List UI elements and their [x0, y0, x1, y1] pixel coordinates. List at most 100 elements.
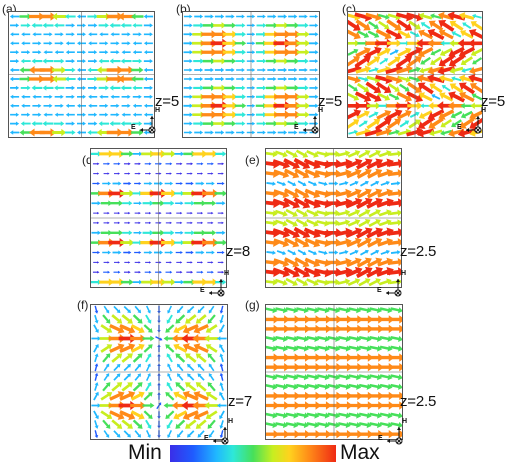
field-arrow: [275, 421, 288, 429]
field-arrow: [207, 261, 214, 264]
field-arrow: [65, 50, 75, 55]
field-arrow: [387, 169, 401, 178]
field-arrow: [120, 189, 135, 197]
field-arrow: [386, 101, 403, 110]
field-arrow: [459, 82, 476, 95]
field-arrow: [276, 181, 287, 187]
field-arrow: [43, 41, 53, 46]
field-arrow: [52, 12, 67, 21]
field-plot: [90, 304, 228, 440]
field-arrow: [460, 110, 473, 119]
field-arrow: [176, 363, 184, 372]
field-arrow: [208, 363, 215, 372]
field-arrow: [103, 211, 110, 215]
field-arrow: [99, 112, 109, 117]
field-arrow: [143, 181, 153, 186]
field-arrow: [309, 94, 319, 99]
field-arrow: [194, 76, 204, 82]
field-arrow: [108, 188, 126, 198]
field-arrow: [367, 362, 384, 372]
field-arrow: [235, 23, 246, 28]
field-arrow: [133, 201, 142, 206]
field-arrow: [468, 38, 482, 48]
field-arrow: [32, 41, 42, 46]
field-arrow: [358, 219, 371, 228]
field-arrow: [87, 23, 98, 28]
field-arrow: [295, 277, 309, 286]
field-arrow: [132, 382, 143, 392]
field-arrow: [347, 150, 361, 158]
field-arrow: [257, 14, 266, 19]
field-arrow: [202, 84, 216, 92]
field-arrow: [143, 112, 153, 117]
field-arrow: [173, 410, 188, 420]
field-arrow: [357, 76, 369, 82]
field-arrow: [183, 77, 193, 81]
field-arrow: [130, 410, 145, 420]
field-arrow: [337, 278, 351, 285]
field-arrow: [197, 363, 205, 372]
field-arrow: [390, 250, 401, 255]
vector-field: [348, 12, 482, 137]
field-arrow: [378, 278, 392, 286]
field-arrow: [285, 383, 299, 390]
field-arrow: [366, 118, 381, 130]
field-arrow: [87, 67, 99, 73]
field-arrow: [123, 181, 132, 186]
field-arrow: [285, 307, 299, 314]
field-arrow: [176, 373, 184, 381]
field-arrow: [348, 374, 362, 381]
field-arrow: [390, 307, 402, 314]
field-arrow: [131, 66, 144, 74]
field-arrow: [103, 221, 110, 225]
field-arrow: [216, 201, 226, 206]
field-arrow: [437, 12, 455, 21]
field-arrow: [42, 120, 54, 127]
field-arrow: [29, 74, 45, 84]
field-arrow: [309, 14, 319, 19]
field-arrow: [420, 22, 431, 30]
vector-field: [9, 12, 154, 137]
field-arrow: [236, 14, 245, 19]
field-arrow: [166, 353, 173, 363]
field-arrow: [430, 56, 442, 65]
field-arrow: [234, 40, 247, 47]
field-arrow: [145, 211, 152, 215]
field-arrow: [274, 278, 288, 286]
field-arrow: [52, 128, 67, 137]
field-arrow: [93, 324, 99, 334]
field-arrow: [145, 363, 151, 372]
field-arrow: [377, 92, 391, 101]
field-arrow: [145, 382, 152, 392]
field-arrow: [21, 94, 31, 99]
field-arrow: [143, 67, 154, 73]
field-arrow: [356, 82, 370, 92]
field-arrow: [296, 111, 310, 118]
field-arrow: [304, 429, 322, 439]
field-arrow: [217, 221, 224, 225]
field-arrow: [183, 14, 193, 19]
field-arrow: [460, 30, 474, 39]
field-arrow: [379, 335, 393, 342]
field-arrow: [468, 28, 482, 40]
field-arrow: [346, 315, 364, 324]
field-arrow: [217, 162, 225, 166]
field-arrow: [307, 249, 318, 256]
field-arrow: [193, 324, 209, 334]
field-arrow: [437, 65, 455, 76]
z-label: z=2.5: [400, 243, 437, 260]
field-arrow: [470, 83, 482, 94]
field-arrow: [65, 23, 76, 28]
field-arrow: [19, 13, 32, 20]
field-arrow: [273, 324, 290, 334]
field-arrow: [285, 208, 298, 217]
field-arrow: [306, 421, 320, 429]
field-arrow: [182, 390, 199, 401]
field-arrow: [64, 129, 76, 136]
field-arrow: [193, 58, 205, 64]
field-arrow: [113, 373, 121, 381]
field-arrow: [143, 23, 153, 28]
field-arrow: [133, 230, 142, 235]
field-arrow: [131, 75, 144, 83]
field-arrow: [355, 197, 373, 210]
